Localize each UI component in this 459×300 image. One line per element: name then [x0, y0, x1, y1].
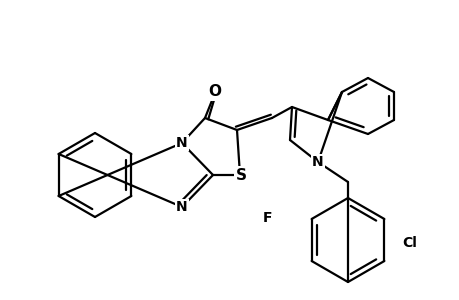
Text: O: O — [208, 85, 221, 100]
Text: N: N — [312, 155, 323, 169]
Text: S: S — [235, 167, 246, 182]
Text: Cl: Cl — [402, 236, 416, 250]
Text: N: N — [176, 200, 187, 214]
Text: F: F — [263, 211, 272, 225]
Text: N: N — [176, 136, 187, 150]
